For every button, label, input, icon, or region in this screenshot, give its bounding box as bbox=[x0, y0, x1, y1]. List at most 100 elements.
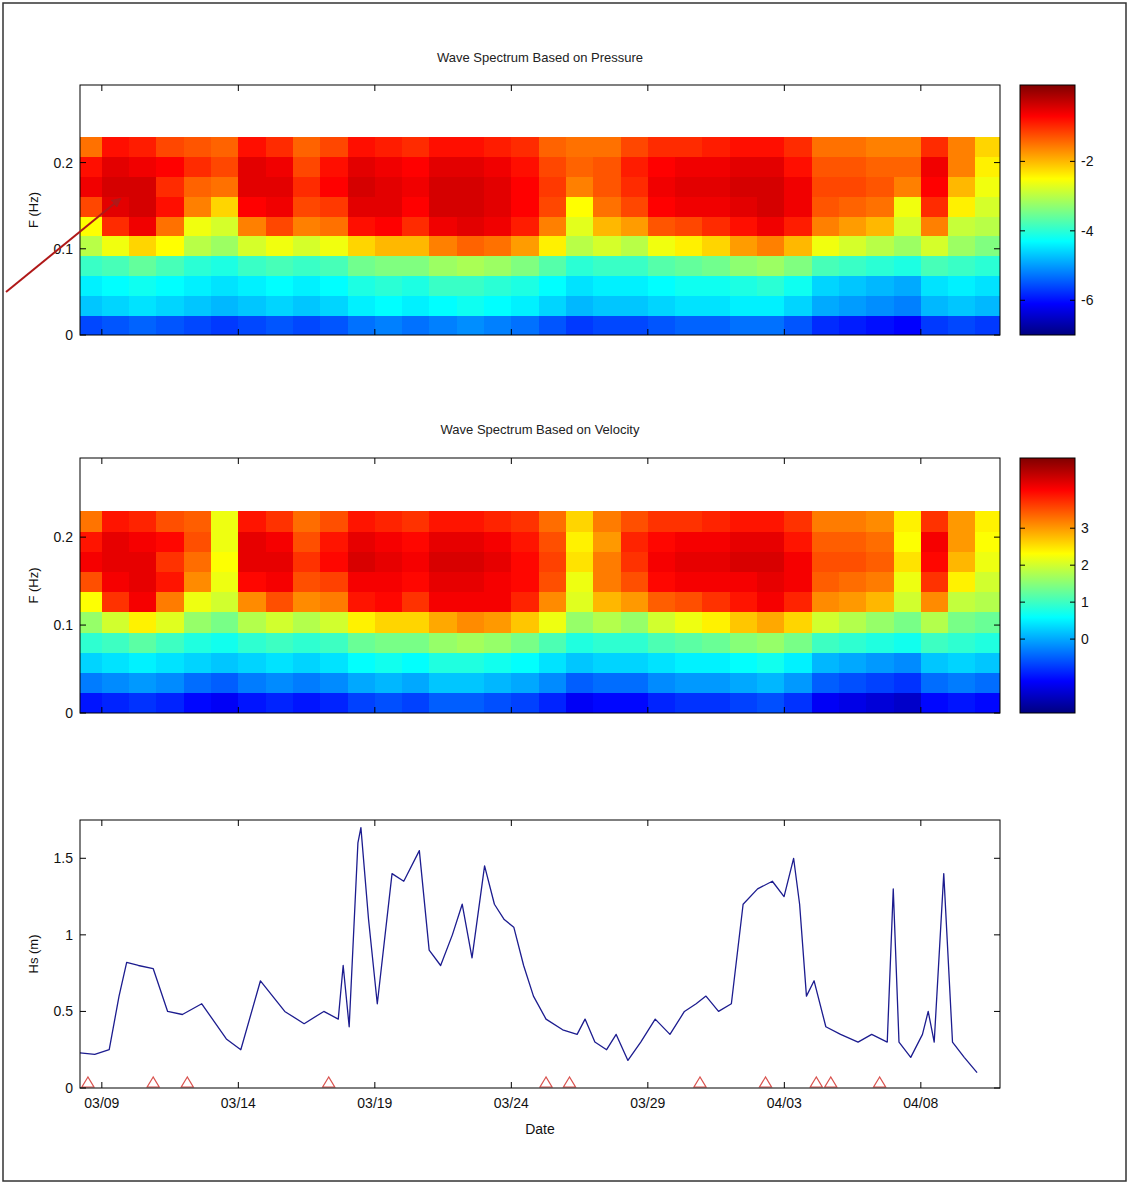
heat-cell bbox=[812, 673, 840, 694]
event-marker bbox=[694, 1077, 706, 1087]
heat-cell bbox=[348, 571, 376, 592]
heat-cell bbox=[648, 236, 676, 256]
heat-cell bbox=[80, 592, 102, 613]
colorbar-tick bbox=[1070, 639, 1075, 640]
plot-area bbox=[80, 137, 1000, 335]
heat-cell bbox=[511, 315, 539, 335]
heat-cell bbox=[757, 652, 785, 673]
colorbar-tick-label: 1 bbox=[1081, 594, 1089, 610]
heat-cell bbox=[457, 176, 485, 196]
heat-cell bbox=[648, 511, 676, 532]
heat-cell bbox=[648, 196, 676, 216]
heat-cell bbox=[238, 137, 266, 157]
heat-cell bbox=[539, 652, 567, 673]
heat-cell bbox=[539, 592, 567, 613]
y-tick-label: 1.5 bbox=[54, 850, 74, 866]
heat-cell bbox=[975, 571, 1000, 592]
heat-cell bbox=[156, 693, 184, 713]
heat-cell bbox=[266, 196, 294, 216]
colorbar-tick bbox=[1070, 528, 1075, 529]
heat-cell bbox=[457, 592, 485, 613]
heat-cell bbox=[784, 315, 812, 335]
y-tick bbox=[80, 335, 86, 336]
heat-cell bbox=[784, 216, 812, 236]
heat-cell bbox=[320, 673, 348, 694]
heat-cell bbox=[757, 276, 785, 296]
heat-cell bbox=[238, 632, 266, 653]
heat-cell bbox=[402, 551, 430, 572]
heat-cell bbox=[975, 652, 1000, 673]
heat-cell bbox=[866, 592, 894, 613]
heat-cell bbox=[484, 236, 512, 256]
heat-cell bbox=[675, 511, 703, 532]
x-tick bbox=[647, 329, 648, 335]
heat-cell bbox=[648, 157, 676, 177]
heat-cell bbox=[402, 256, 430, 276]
y-tick bbox=[80, 1088, 86, 1089]
heat-cell bbox=[80, 256, 102, 276]
heat-cell bbox=[894, 652, 922, 673]
heat-cell bbox=[621, 693, 649, 713]
heat-cell bbox=[184, 612, 212, 633]
heat-cell bbox=[539, 236, 567, 256]
x-tick-label: 04/08 bbox=[903, 1095, 938, 1111]
heat-cell bbox=[921, 693, 949, 713]
heat-cell bbox=[975, 157, 1000, 177]
y-tick bbox=[994, 713, 1000, 714]
heat-cell bbox=[80, 216, 102, 236]
heat-cell bbox=[238, 652, 266, 673]
heat-cell bbox=[402, 196, 430, 216]
heat-cell bbox=[184, 632, 212, 653]
heat-cell bbox=[784, 157, 812, 177]
x-tick bbox=[238, 329, 239, 335]
heat-cell bbox=[921, 236, 949, 256]
heat-cell bbox=[102, 295, 130, 315]
heat-cell bbox=[757, 295, 785, 315]
heat-cell bbox=[156, 216, 184, 236]
heat-cell bbox=[457, 693, 485, 713]
heat-cell bbox=[348, 295, 376, 315]
heat-cell bbox=[757, 531, 785, 552]
heat-cell bbox=[457, 276, 485, 296]
x-tick bbox=[374, 707, 375, 713]
plot-frame bbox=[80, 458, 1000, 713]
heat-cell bbox=[812, 157, 840, 177]
y-tick bbox=[80, 625, 86, 626]
heat-cell bbox=[348, 592, 376, 613]
heat-cell bbox=[894, 216, 922, 236]
heat-cell bbox=[238, 693, 266, 713]
heat-cell bbox=[511, 295, 539, 315]
heat-cell bbox=[784, 176, 812, 196]
heat-cell bbox=[484, 216, 512, 236]
heat-cell bbox=[293, 612, 321, 633]
y-tick bbox=[994, 162, 1000, 163]
heat-cell bbox=[511, 137, 539, 157]
heat-cell bbox=[511, 592, 539, 613]
heat-cell bbox=[211, 176, 239, 196]
heat-cell bbox=[320, 511, 348, 532]
heat-cell bbox=[348, 612, 376, 633]
heat-cell bbox=[675, 256, 703, 276]
heat-cell bbox=[429, 693, 457, 713]
heat-cell bbox=[566, 157, 594, 177]
heat-cell bbox=[102, 236, 130, 256]
heat-cell bbox=[429, 652, 457, 673]
heat-cell bbox=[730, 137, 758, 157]
heat-cell bbox=[866, 216, 894, 236]
heat-cell bbox=[757, 612, 785, 633]
plot-background bbox=[80, 458, 1000, 713]
heat-cell bbox=[348, 137, 376, 157]
heat-cell bbox=[266, 551, 294, 572]
heat-cell bbox=[621, 176, 649, 196]
colorbar-tick-label: -6 bbox=[1081, 292, 1094, 308]
heat-cell bbox=[238, 551, 266, 572]
heat-cell bbox=[184, 511, 212, 532]
heat-cell bbox=[238, 236, 266, 256]
heat-cell bbox=[429, 531, 457, 552]
heat-cell bbox=[375, 157, 403, 177]
x-tick bbox=[784, 1082, 785, 1088]
heat-cell bbox=[320, 693, 348, 713]
heat-cell bbox=[484, 137, 512, 157]
heat-cell bbox=[648, 693, 676, 713]
heat-cell bbox=[511, 176, 539, 196]
